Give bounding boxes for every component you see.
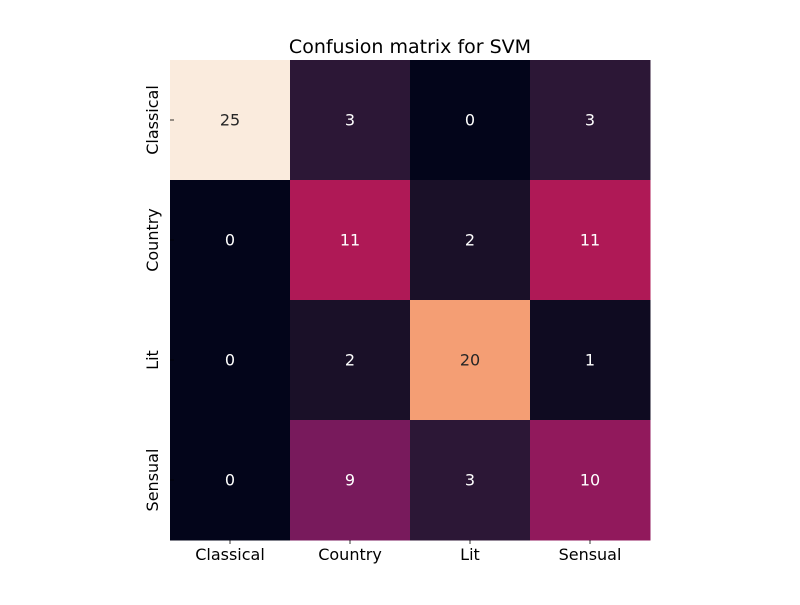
heatmap-cell xyxy=(410,300,531,421)
cell-value-label: 2 xyxy=(345,351,355,370)
heatmap-cell xyxy=(530,300,651,421)
x-tick-label: Sensual xyxy=(559,545,622,564)
heatmap-cell xyxy=(170,60,291,181)
heatmap-cell xyxy=(410,180,531,301)
heatmap-cell xyxy=(530,180,651,301)
x-tick-label: Country xyxy=(318,545,382,564)
y-tick-label: Country xyxy=(143,208,162,272)
cell-value-label: 3 xyxy=(585,111,595,130)
heatmap-cells xyxy=(170,60,651,541)
x-axis: Classical Country Lit Sensual xyxy=(195,540,621,564)
cell-value-label: 20 xyxy=(460,351,480,370)
cell-value-label: 3 xyxy=(465,471,475,490)
heatmap-cell xyxy=(290,300,411,421)
y-axis: Classical Country Lit Sensual xyxy=(143,85,174,511)
heatmap-cell-labels: 25 3 0 30 11 2 110 2 20 10 9 3 10 xyxy=(220,111,600,490)
heatmap-cell xyxy=(530,420,651,541)
cell-value-label: 11 xyxy=(340,231,360,250)
x-tick-label: Classical xyxy=(195,545,265,564)
heatmap-cell xyxy=(170,180,291,301)
heatmap-cell xyxy=(290,180,411,301)
heatmap-cell xyxy=(170,300,291,421)
y-tick-label: Lit xyxy=(143,350,162,370)
heatmap-cell xyxy=(530,60,651,181)
cell-value-label: 10 xyxy=(580,471,600,490)
cell-value-label: 9 xyxy=(345,471,355,490)
cell-value-label: 0 xyxy=(225,351,235,370)
heatmap-cell xyxy=(170,420,291,541)
heatmap-cell xyxy=(410,60,531,181)
cell-value-label: 0 xyxy=(225,471,235,490)
heatmap-cell xyxy=(290,420,411,541)
cell-value-label: 3 xyxy=(345,111,355,130)
heatmap-cell xyxy=(290,60,411,181)
y-tick-label: Classical xyxy=(143,85,162,155)
cell-value-label: 2 xyxy=(465,231,475,250)
cell-value-label: 25 xyxy=(220,111,240,130)
x-tick-label: Lit xyxy=(460,545,480,564)
chart-title: Confusion matrix for SVM xyxy=(289,36,531,58)
cell-value-label: 0 xyxy=(225,231,235,250)
y-tick-label: Sensual xyxy=(143,449,162,512)
heatmap-cell xyxy=(410,420,531,541)
cell-value-label: 1 xyxy=(585,351,595,370)
cell-value-label: 0 xyxy=(465,111,475,130)
cell-value-label: 11 xyxy=(580,231,600,250)
